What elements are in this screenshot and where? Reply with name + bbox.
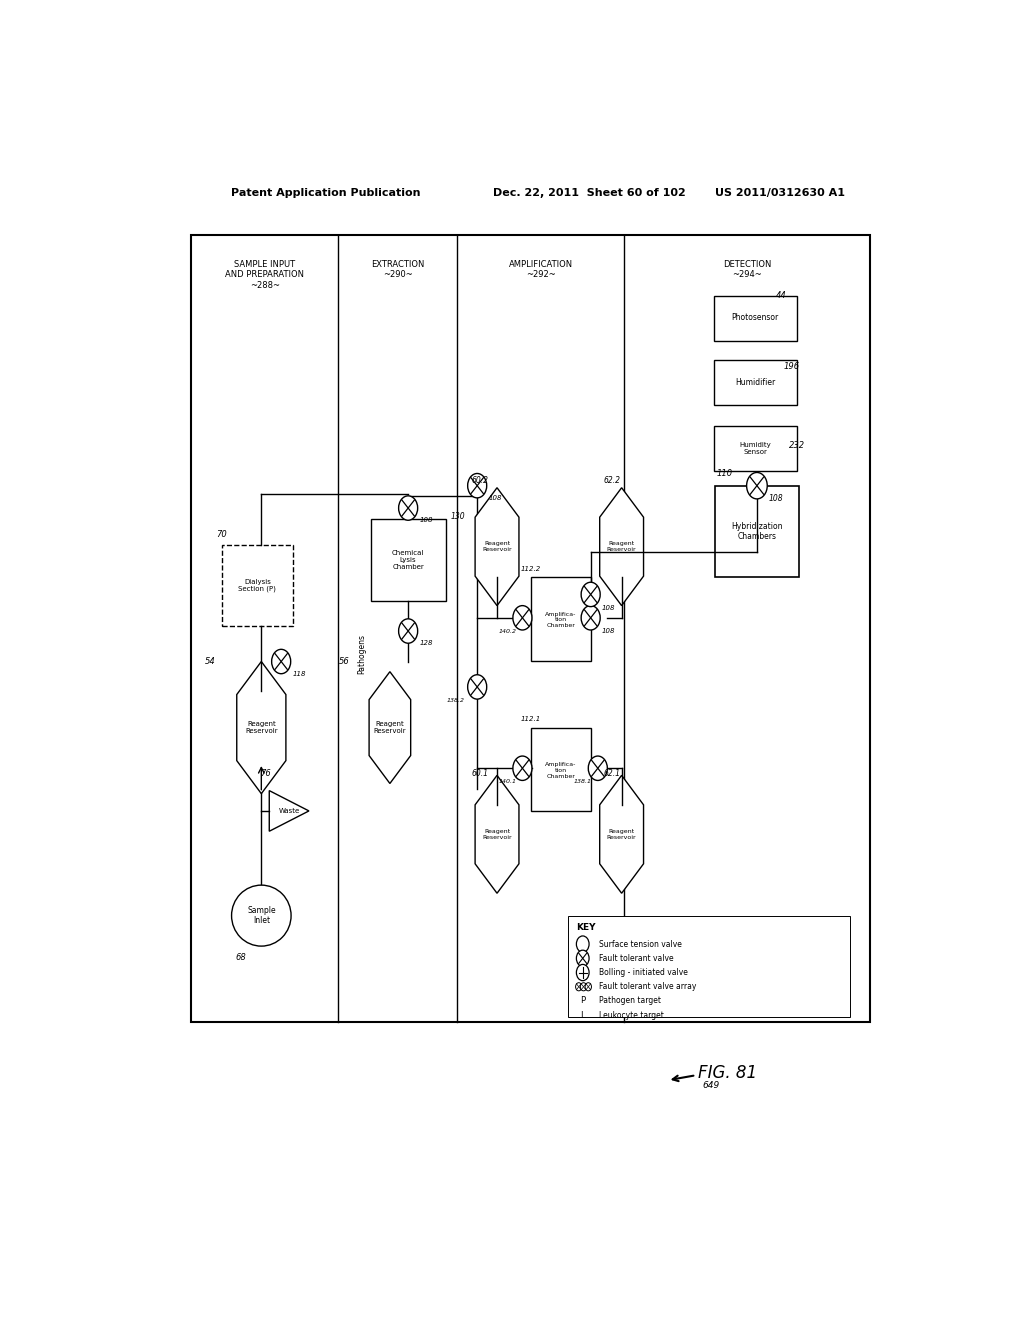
Circle shape [271, 649, 291, 673]
Bar [714, 426, 797, 471]
Text: Hybridization
Chambers: Hybridization Chambers [731, 521, 782, 541]
Bar [531, 577, 591, 660]
Text: Humidity
Sensor: Humidity Sensor [739, 442, 771, 454]
Ellipse shape [231, 886, 291, 946]
Polygon shape [475, 487, 519, 606]
Text: 62.2: 62.2 [603, 477, 621, 484]
Circle shape [577, 950, 589, 966]
Text: Fault tolerant valve array: Fault tolerant valve array [599, 982, 696, 991]
Text: 70: 70 [216, 529, 227, 539]
Text: Reagent
Reservoir: Reagent Reservoir [482, 541, 512, 552]
Text: US 2011/0312630 A1: US 2011/0312630 A1 [715, 187, 845, 198]
Text: Humidifier: Humidifier [735, 378, 775, 387]
Text: 62.1: 62.1 [603, 768, 621, 777]
Text: L: L [581, 1011, 585, 1020]
Text: 232: 232 [788, 441, 805, 450]
Polygon shape [369, 672, 411, 784]
Circle shape [588, 756, 607, 780]
Text: 68: 68 [236, 953, 246, 962]
Text: 44: 44 [776, 292, 786, 300]
Text: Reagent
Reservoir: Reagent Reservoir [607, 829, 637, 840]
Bar [191, 235, 870, 1022]
Circle shape [513, 756, 531, 780]
Text: Reagent
Reservoir: Reagent Reservoir [607, 541, 637, 552]
Circle shape [585, 982, 592, 991]
Text: 196: 196 [783, 362, 800, 371]
Text: AMPLIFICATION
~292~: AMPLIFICATION ~292~ [509, 260, 572, 280]
Text: 110: 110 [717, 469, 733, 478]
Text: Surface tension valve: Surface tension valve [599, 940, 682, 949]
Text: 112.1: 112.1 [521, 717, 542, 722]
Text: Bolling - initiated valve: Bolling - initiated valve [599, 968, 687, 977]
Bar [568, 916, 850, 1018]
Text: 108: 108 [419, 517, 433, 523]
Circle shape [398, 619, 418, 643]
Circle shape [468, 675, 486, 700]
Text: 140.2: 140.2 [499, 628, 516, 634]
Text: 76: 76 [260, 768, 270, 777]
Text: Fault tolerant valve: Fault tolerant valve [599, 954, 673, 962]
Circle shape [581, 982, 587, 991]
Text: EXTRACTION
~290~: EXTRACTION ~290~ [371, 260, 425, 280]
Text: 118: 118 [292, 671, 306, 677]
Circle shape [582, 606, 600, 630]
Text: 108: 108 [602, 628, 615, 634]
Text: SAMPLE INPUT
AND PREPARATION
~288~: SAMPLE INPUT AND PREPARATION ~288~ [225, 260, 304, 290]
Text: 649: 649 [702, 1081, 720, 1090]
Text: Pathogens: Pathogens [357, 635, 367, 675]
Text: 108: 108 [768, 495, 783, 503]
Text: DETECTION
~294~: DETECTION ~294~ [723, 260, 771, 280]
Text: Chemical
Lysis
Chamber: Chemical Lysis Chamber [392, 550, 424, 570]
Text: 138.2: 138.2 [446, 698, 465, 702]
Text: 130: 130 [451, 512, 465, 520]
Text: Reagent
Reservoir: Reagent Reservoir [245, 721, 278, 734]
Circle shape [582, 582, 600, 607]
Bar [714, 296, 797, 342]
Circle shape [577, 936, 589, 952]
Text: 54: 54 [205, 657, 215, 667]
Text: 60.2: 60.2 [471, 477, 488, 484]
Circle shape [513, 606, 531, 630]
Circle shape [398, 496, 418, 520]
Text: Amplifica-
tion
Chamber: Amplifica- tion Chamber [545, 762, 577, 779]
Text: FIG. 81: FIG. 81 [697, 1064, 757, 1082]
Text: Reagent
Reservoir: Reagent Reservoir [374, 721, 407, 734]
Text: 56: 56 [339, 657, 349, 667]
Text: Waste: Waste [279, 808, 300, 814]
Text: 138.1: 138.1 [573, 779, 592, 784]
Bar [714, 359, 797, 405]
Text: Patent Application Publication: Patent Application Publication [231, 187, 421, 198]
Circle shape [575, 982, 582, 991]
Circle shape [577, 965, 589, 981]
Text: 140.1: 140.1 [499, 779, 516, 784]
Polygon shape [475, 775, 519, 894]
Text: Dialysis
Section (P): Dialysis Section (P) [239, 578, 276, 593]
Circle shape [746, 473, 767, 499]
Bar [371, 519, 446, 601]
Text: Reagent
Reservoir: Reagent Reservoir [482, 829, 512, 840]
Text: 60.1: 60.1 [471, 768, 488, 777]
Text: Photosensor: Photosensor [732, 313, 779, 322]
Polygon shape [237, 661, 286, 793]
Text: 108: 108 [488, 495, 502, 500]
Text: Pathogen target: Pathogen target [599, 997, 660, 1006]
Text: KEY: KEY [577, 923, 596, 932]
Text: 128: 128 [419, 640, 433, 647]
Text: Leukocyte target: Leukocyte target [599, 1011, 664, 1020]
Circle shape [468, 474, 486, 498]
Polygon shape [600, 775, 643, 894]
Bar [221, 545, 293, 626]
Text: P: P [581, 997, 586, 1006]
Bar [531, 727, 591, 810]
Text: Amplifica-
tion
Chamber: Amplifica- tion Chamber [545, 611, 577, 628]
Polygon shape [600, 487, 643, 606]
Text: Dec. 22, 2011  Sheet 60 of 102: Dec. 22, 2011 Sheet 60 of 102 [494, 187, 686, 198]
Text: 108: 108 [602, 605, 615, 611]
Text: Sample
Inlet: Sample Inlet [247, 906, 275, 925]
Polygon shape [269, 791, 309, 832]
Bar [715, 486, 799, 577]
Text: 112.2: 112.2 [521, 566, 542, 572]
